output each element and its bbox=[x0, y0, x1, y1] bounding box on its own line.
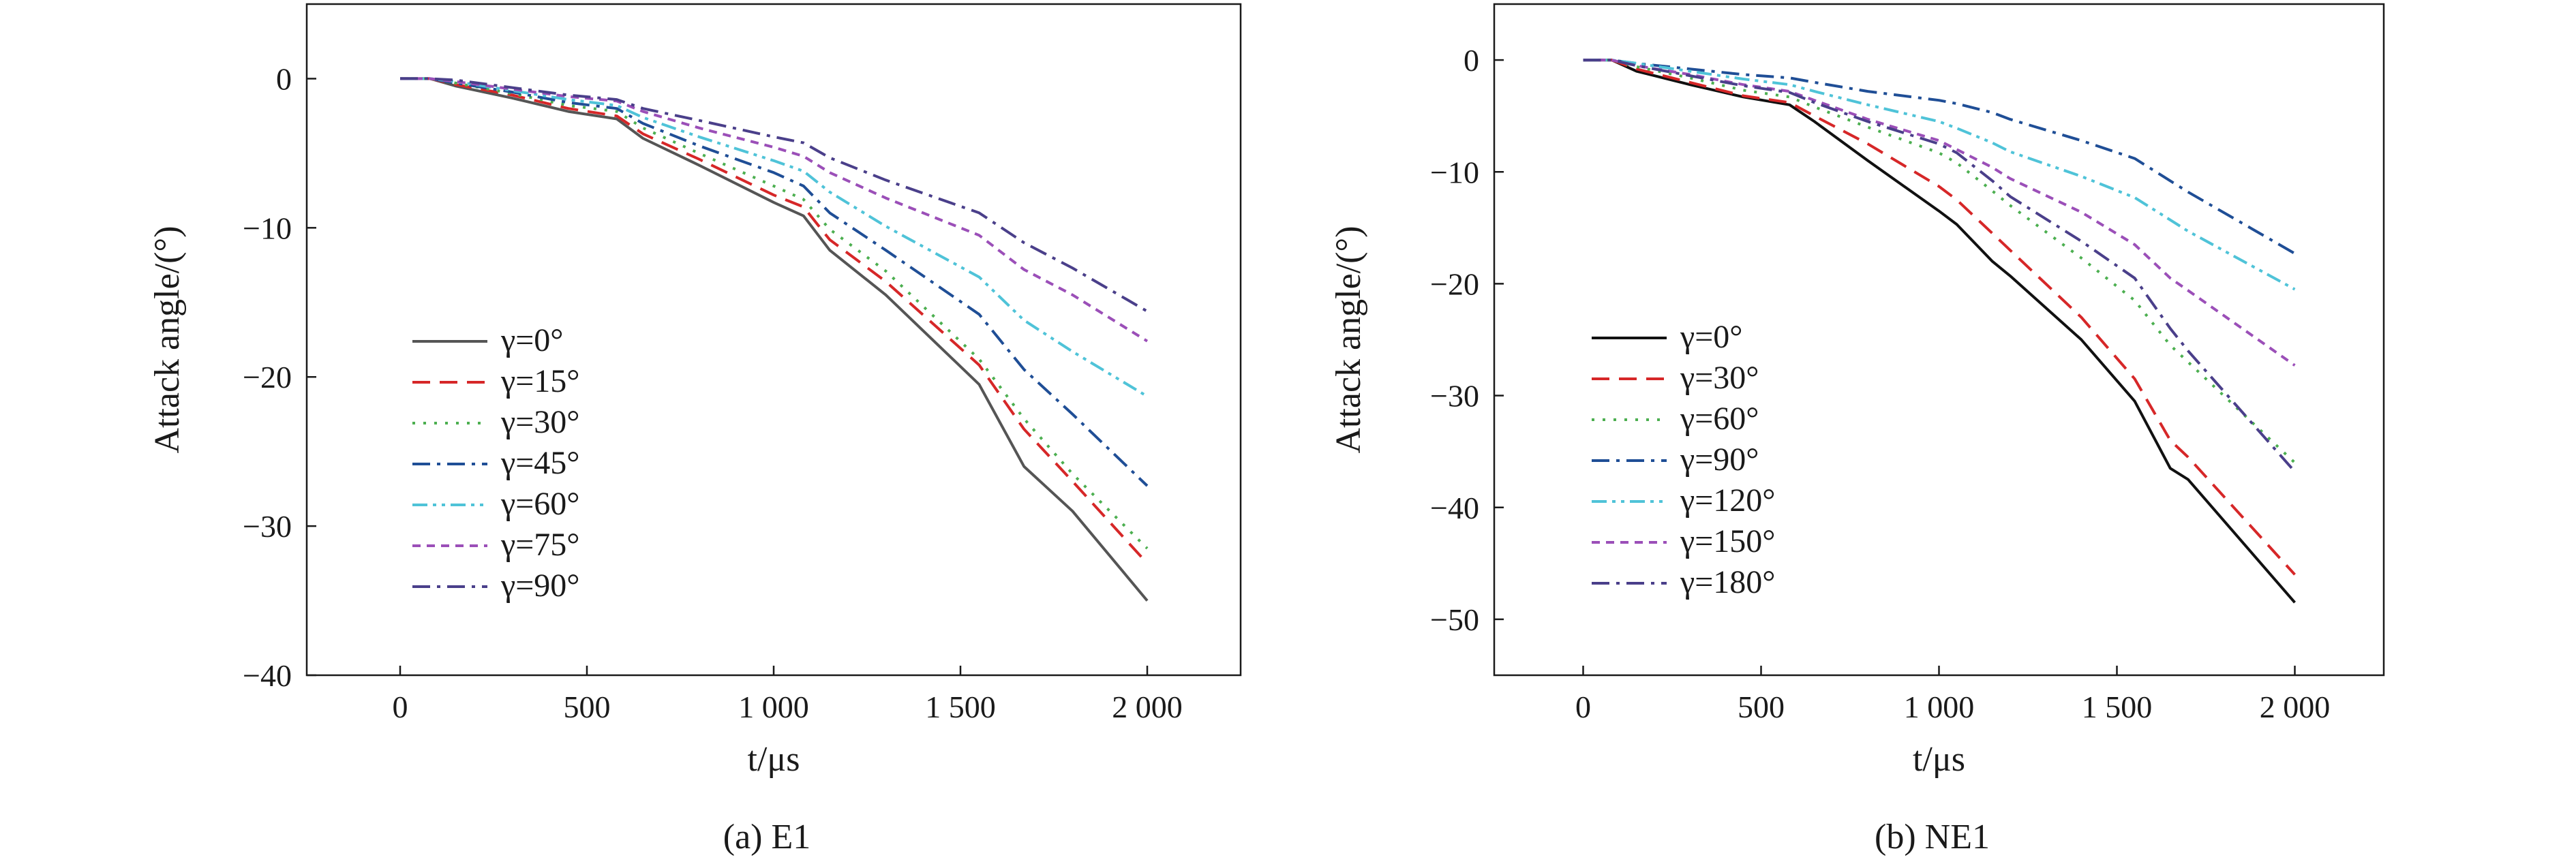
legend-label-2: γ=15° bbox=[500, 363, 579, 399]
y-tick-label: −50 bbox=[1430, 602, 1479, 637]
series-line-2 bbox=[400, 77, 1149, 565]
series-line-2 bbox=[1583, 59, 2296, 576]
legend-label-5: γ=60° bbox=[500, 486, 579, 522]
x-tick-label: 1 500 bbox=[2082, 690, 2153, 724]
legend-label-7: γ=90° bbox=[500, 568, 579, 604]
series-line-1 bbox=[1583, 59, 2297, 604]
series-line-4 bbox=[1583, 59, 2296, 255]
y-tick-label: 0 bbox=[276, 61, 292, 96]
y-tick-label: −30 bbox=[243, 509, 292, 544]
legend-label-3: γ=30° bbox=[500, 404, 579, 440]
series-line-4 bbox=[400, 77, 1149, 487]
legend-label-4: γ=45° bbox=[500, 445, 579, 481]
x-tick-label: 0 bbox=[393, 690, 408, 724]
x-tick-label: 1 000 bbox=[738, 690, 809, 724]
plot-frame bbox=[1493, 3, 2385, 677]
x-tick-label: 500 bbox=[1738, 690, 1785, 724]
x-tick-label: 2 000 bbox=[1112, 690, 1183, 724]
legend-label-1: γ=0° bbox=[500, 322, 563, 358]
legend-label-4: γ=90° bbox=[1680, 442, 1759, 478]
series-line-5 bbox=[400, 77, 1149, 398]
y-axis-title: Attack angle/(°) bbox=[1329, 226, 1368, 453]
x-tick-label: 0 bbox=[1575, 690, 1591, 724]
y-tick-label: −10 bbox=[1430, 155, 1479, 189]
chart-panel-2: 0 500 1 000 1 500 2 000 0 −10 −20 −30 −40 −50 t/μs A… bbox=[1329, 3, 2385, 856]
legend-label-2: γ=30° bbox=[1680, 360, 1759, 396]
x-axis-title: t/μs bbox=[747, 740, 800, 779]
plot-frame bbox=[305, 3, 1242, 677]
y-tick-label: −10 bbox=[243, 211, 292, 245]
legend-label-7: γ=180° bbox=[1680, 564, 1775, 600]
y-tick-label: −40 bbox=[1430, 491, 1479, 525]
y-tick-label: −30 bbox=[1430, 379, 1479, 414]
x-tick-label: 1 500 bbox=[925, 690, 996, 724]
series-line-7 bbox=[1583, 59, 2296, 473]
x-axis-title: t/μs bbox=[1913, 740, 1965, 779]
series-line-1 bbox=[400, 77, 1149, 602]
chart-panel-1: 0 500 1 000 1 500 2 000 0 −10 −20 −30 −40 t/μs Atta… bbox=[148, 3, 1242, 856]
y-axis-title: Attack angle/(°) bbox=[148, 226, 187, 453]
legend-label-5: γ=120° bbox=[1680, 482, 1775, 519]
series-line-5 bbox=[1583, 59, 2296, 291]
legend-label-6: γ=150° bbox=[1680, 523, 1775, 559]
panel-caption: (b) NE1 bbox=[1875, 818, 1990, 856]
legend: γ=0° γ=30° γ=60° γ=90° γ=120° γ=150° γ=180° bbox=[1592, 319, 1775, 600]
x-tick-label: 1 000 bbox=[1904, 690, 1975, 724]
series-line-7 bbox=[400, 77, 1149, 313]
legend: γ=0° γ=15° γ=30° γ=45° γ=60° γ=75° γ=90° bbox=[412, 322, 579, 604]
series-line-3 bbox=[1583, 59, 2296, 464]
series-line-6 bbox=[400, 77, 1149, 343]
y-tick-label: −20 bbox=[1430, 266, 1479, 301]
y-tick-label: −20 bbox=[243, 360, 292, 395]
x-tick-label: 2 000 bbox=[2260, 690, 2331, 724]
y-tick-label: 0 bbox=[1464, 43, 1479, 78]
panel-caption: (a) E1 bbox=[723, 818, 810, 856]
x-tick-label: 500 bbox=[564, 690, 611, 724]
legend-label-1: γ=0° bbox=[1680, 319, 1742, 355]
legend-label-6: γ=75° bbox=[500, 527, 579, 563]
legend-label-3: γ=60° bbox=[1680, 401, 1759, 437]
series-line-6 bbox=[1583, 59, 2296, 367]
y-tick-label: −40 bbox=[243, 658, 292, 693]
